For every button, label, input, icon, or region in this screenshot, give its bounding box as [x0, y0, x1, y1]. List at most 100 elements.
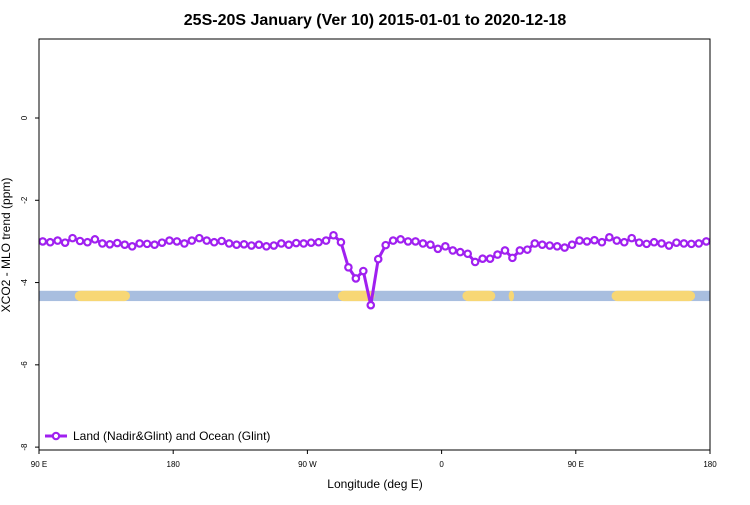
data-point — [426, 240, 435, 250]
data-point — [217, 236, 226, 246]
data-point — [403, 237, 413, 246]
data-point — [90, 235, 100, 244]
data-point — [247, 241, 256, 250]
data-point — [202, 236, 212, 245]
data-point — [478, 254, 487, 263]
data-point — [306, 238, 316, 247]
data-point — [75, 236, 85, 246]
data-point — [366, 300, 376, 310]
data-point — [605, 233, 614, 242]
data-point — [112, 238, 122, 248]
data-point — [388, 236, 398, 245]
data-point — [269, 241, 279, 250]
data-point — [120, 240, 130, 250]
data-point — [597, 237, 607, 247]
data-point — [485, 254, 495, 263]
data-point — [239, 239, 249, 249]
chart-title: 25S-20S January (Ver 10) 2015-01-01 to 2… — [184, 12, 567, 29]
data-point — [38, 237, 48, 246]
data-point — [493, 250, 502, 259]
data-point — [277, 239, 286, 248]
data-point — [127, 242, 137, 251]
data-point — [291, 238, 301, 248]
data-point — [373, 254, 383, 264]
data-point — [83, 237, 92, 247]
data-point — [254, 240, 264, 250]
data-point — [508, 253, 517, 263]
data-point — [224, 239, 234, 248]
data-point — [142, 239, 152, 249]
data-point — [135, 239, 144, 248]
land-segment — [462, 290, 496, 302]
y-axis-label: XCO2 - MLO trend (ppm) — [0, 178, 13, 313]
legend-label: Land (Nadir&Glint) and Ocean (Glint) — [73, 429, 270, 443]
data-point — [262, 242, 271, 251]
x-tick-label: 90 W — [298, 460, 317, 469]
data-point — [411, 237, 420, 246]
data-point — [329, 230, 338, 240]
y-tick-label: -4 — [20, 278, 29, 286]
data-point — [642, 239, 651, 249]
plot-area — [38, 230, 711, 310]
data-point — [150, 240, 159, 250]
data-point — [194, 233, 204, 243]
y-tick-label: -2 — [20, 196, 29, 204]
data-point — [448, 246, 458, 255]
data-point — [455, 247, 465, 257]
data-point — [694, 239, 704, 248]
x-tick-label: 180 — [703, 460, 717, 469]
y-tick-label: -6 — [20, 361, 29, 369]
data-point — [60, 238, 70, 247]
data-point — [687, 239, 696, 249]
data-point — [672, 238, 681, 247]
y-tick-label: 0 — [20, 115, 29, 120]
data-point — [284, 240, 294, 250]
data-point — [314, 237, 323, 247]
data-point — [299, 239, 308, 248]
data-point — [500, 246, 510, 255]
data-point — [172, 237, 182, 246]
data-point — [187, 236, 197, 245]
data-point — [701, 237, 711, 246]
data-point — [552, 242, 562, 251]
data-point — [157, 238, 167, 247]
data-point — [590, 235, 599, 245]
data-point — [418, 239, 428, 248]
land-segment — [611, 290, 696, 302]
legend-marker — [51, 431, 61, 441]
data-point — [45, 237, 55, 247]
data-point — [679, 239, 689, 248]
data-point — [344, 263, 353, 272]
data-point — [649, 237, 659, 247]
data-point — [232, 240, 241, 250]
data-point — [359, 266, 368, 276]
data-point — [433, 244, 443, 254]
data-point — [657, 239, 666, 248]
plot-frame — [38, 38, 711, 451]
data-point — [575, 236, 584, 245]
data-point — [515, 246, 525, 255]
land-segment — [337, 290, 375, 302]
x-tick-label: 90 E — [568, 460, 584, 469]
x-tick-label: 180 — [167, 460, 181, 469]
data-point — [530, 239, 540, 248]
data-point — [209, 237, 219, 247]
land-segment — [74, 290, 130, 302]
data-point — [336, 237, 346, 247]
data-point — [627, 233, 637, 243]
data-point — [470, 257, 480, 267]
data-point — [165, 236, 174, 245]
land-segment — [508, 290, 515, 302]
data-point — [68, 233, 77, 243]
data-point — [619, 237, 629, 247]
data-point — [634, 238, 644, 247]
x-tick-label: 90 E — [31, 460, 47, 469]
y-tick-label: -8 — [20, 443, 29, 451]
x-axis-label: Longitude (deg E) — [327, 477, 422, 491]
data-point — [105, 239, 115, 249]
data-point — [537, 240, 547, 250]
surface-band — [39, 290, 710, 302]
data-point — [463, 249, 472, 259]
data-point — [98, 239, 107, 248]
